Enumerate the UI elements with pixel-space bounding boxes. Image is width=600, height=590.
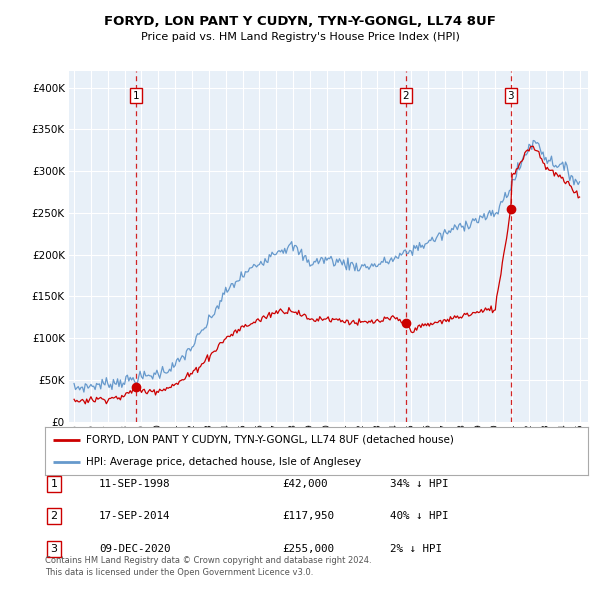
Text: 1: 1 [133,91,140,101]
Text: Price paid vs. HM Land Registry's House Price Index (HPI): Price paid vs. HM Land Registry's House … [140,32,460,42]
Text: FORYD, LON PANT Y CUDYN, TYN-Y-GONGL, LL74 8UF: FORYD, LON PANT Y CUDYN, TYN-Y-GONGL, LL… [104,15,496,28]
Text: 17-SEP-2014: 17-SEP-2014 [99,512,170,521]
Text: 09-DEC-2020: 09-DEC-2020 [99,544,170,553]
Text: 2: 2 [50,512,58,521]
Text: £255,000: £255,000 [282,544,334,553]
Text: 1: 1 [50,479,58,489]
Text: 3: 3 [50,544,58,553]
Text: FORYD, LON PANT Y CUDYN, TYN-Y-GONGL, LL74 8UF (detached house): FORYD, LON PANT Y CUDYN, TYN-Y-GONGL, LL… [86,435,454,445]
Text: 11-SEP-1998: 11-SEP-1998 [99,479,170,489]
Text: 34% ↓ HPI: 34% ↓ HPI [390,479,449,489]
Text: £42,000: £42,000 [282,479,328,489]
Text: 40% ↓ HPI: 40% ↓ HPI [390,512,449,521]
Text: Contains HM Land Registry data © Crown copyright and database right 2024.
This d: Contains HM Land Registry data © Crown c… [45,556,371,577]
Text: £117,950: £117,950 [282,512,334,521]
Text: 2: 2 [403,91,409,101]
Text: HPI: Average price, detached house, Isle of Anglesey: HPI: Average price, detached house, Isle… [86,457,361,467]
Text: 2% ↓ HPI: 2% ↓ HPI [390,544,442,553]
Text: 3: 3 [508,91,514,101]
